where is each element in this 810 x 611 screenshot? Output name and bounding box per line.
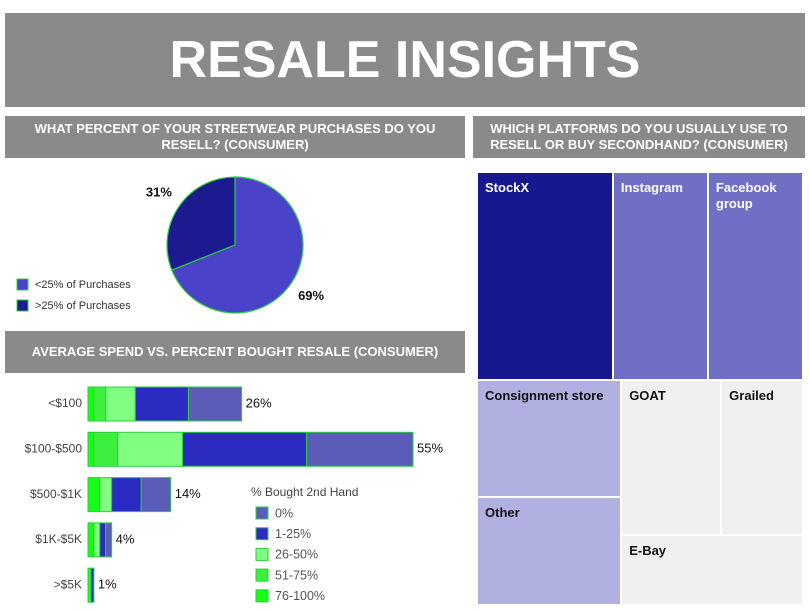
bar-segment [140, 477, 172, 513]
legend-label: 1-25% [275, 527, 311, 541]
legend-swatch [16, 278, 29, 291]
bar-segment [87, 522, 95, 558]
treemap-cell: StockX [477, 172, 613, 380]
bar-segment [93, 431, 119, 467]
legend-swatch [255, 547, 269, 561]
legend-label: 76-100% [275, 589, 325, 603]
data-label: 69% [298, 288, 324, 303]
chart-title: AVERAGE SPEND VS. PERCENT BOUGHT RESALE … [5, 331, 465, 373]
total-label: 55% [417, 441, 443, 456]
y-tick-label: $500-$1K [30, 487, 82, 501]
bar-segment [187, 386, 243, 422]
legend-label: 51-75% [275, 568, 318, 582]
treemap-label: Facebook group [715, 180, 777, 211]
legend-label: 0% [275, 506, 293, 520]
treemap-cell: E-Bay [621, 535, 803, 605]
chart-title: WHAT PERCENT OF YOUR STREETWEAR PURCHASE… [5, 116, 465, 158]
total-label: 1% [98, 577, 117, 592]
treemap-label: StockX [485, 180, 530, 195]
treemap-cell: Instagram [612, 172, 708, 380]
treemap-cell: Other [477, 497, 622, 605]
bar-segment [87, 431, 95, 467]
bar-segment [99, 477, 113, 513]
treemap-label: GOAT [629, 387, 666, 403]
treemap-label: Other [485, 505, 520, 521]
pie-slice [166, 176, 236, 271]
legend-swatch [255, 506, 269, 520]
y-tick-label: $1K-$5K [35, 532, 82, 546]
legend-title: % Bought 2nd Hand [251, 485, 358, 499]
total-label: 26% [246, 395, 272, 410]
legend-label: >25% of Purchases [35, 300, 131, 312]
treemap-cell: GOAT [621, 379, 722, 536]
bar-segment [111, 477, 142, 513]
bar-segment [306, 431, 414, 467]
bar-segment [182, 431, 308, 467]
y-tick-label: >$5K [54, 577, 82, 591]
treemap-cell: Consignment store [477, 379, 622, 498]
legend-swatch [255, 589, 269, 603]
total-label: 14% [175, 486, 201, 501]
data-label: 31% [146, 185, 172, 200]
total-label: 4% [116, 531, 135, 546]
bar-segment [93, 522, 101, 558]
bar-segment [93, 386, 107, 422]
y-tick-label: $100-$500 [25, 441, 83, 455]
page-title: RESALE INSIGHTS [5, 13, 805, 107]
bar-segment [90, 567, 95, 603]
treemap-label: Consignment store [485, 387, 604, 403]
legend-swatch [255, 527, 269, 541]
y-tick-label: <$100 [48, 396, 82, 410]
bar-segment [134, 386, 189, 422]
legend-label: 26-50% [275, 548, 318, 562]
legend-swatch [255, 568, 269, 582]
legend-label: <25% of Purchases [35, 279, 131, 291]
treemap-cell: Grailed [721, 379, 803, 536]
bar-segment [117, 431, 184, 467]
treemap-label: Grailed [729, 387, 774, 403]
chart-title: WHICH PLATFORMS DO YOU USUALLY USE TO RE… [473, 116, 805, 158]
bar-segment [99, 522, 107, 558]
bar-segment [105, 522, 113, 558]
treemap-label: E-Bay [629, 543, 667, 559]
bar-segment [87, 386, 95, 422]
treemap-cell: Facebook group [707, 172, 803, 380]
legend-swatch [16, 299, 29, 312]
treemap-label: Instagram [620, 180, 683, 195]
pie-slice [170, 176, 304, 314]
bar-segment [105, 386, 136, 422]
bar-segment [87, 477, 101, 513]
